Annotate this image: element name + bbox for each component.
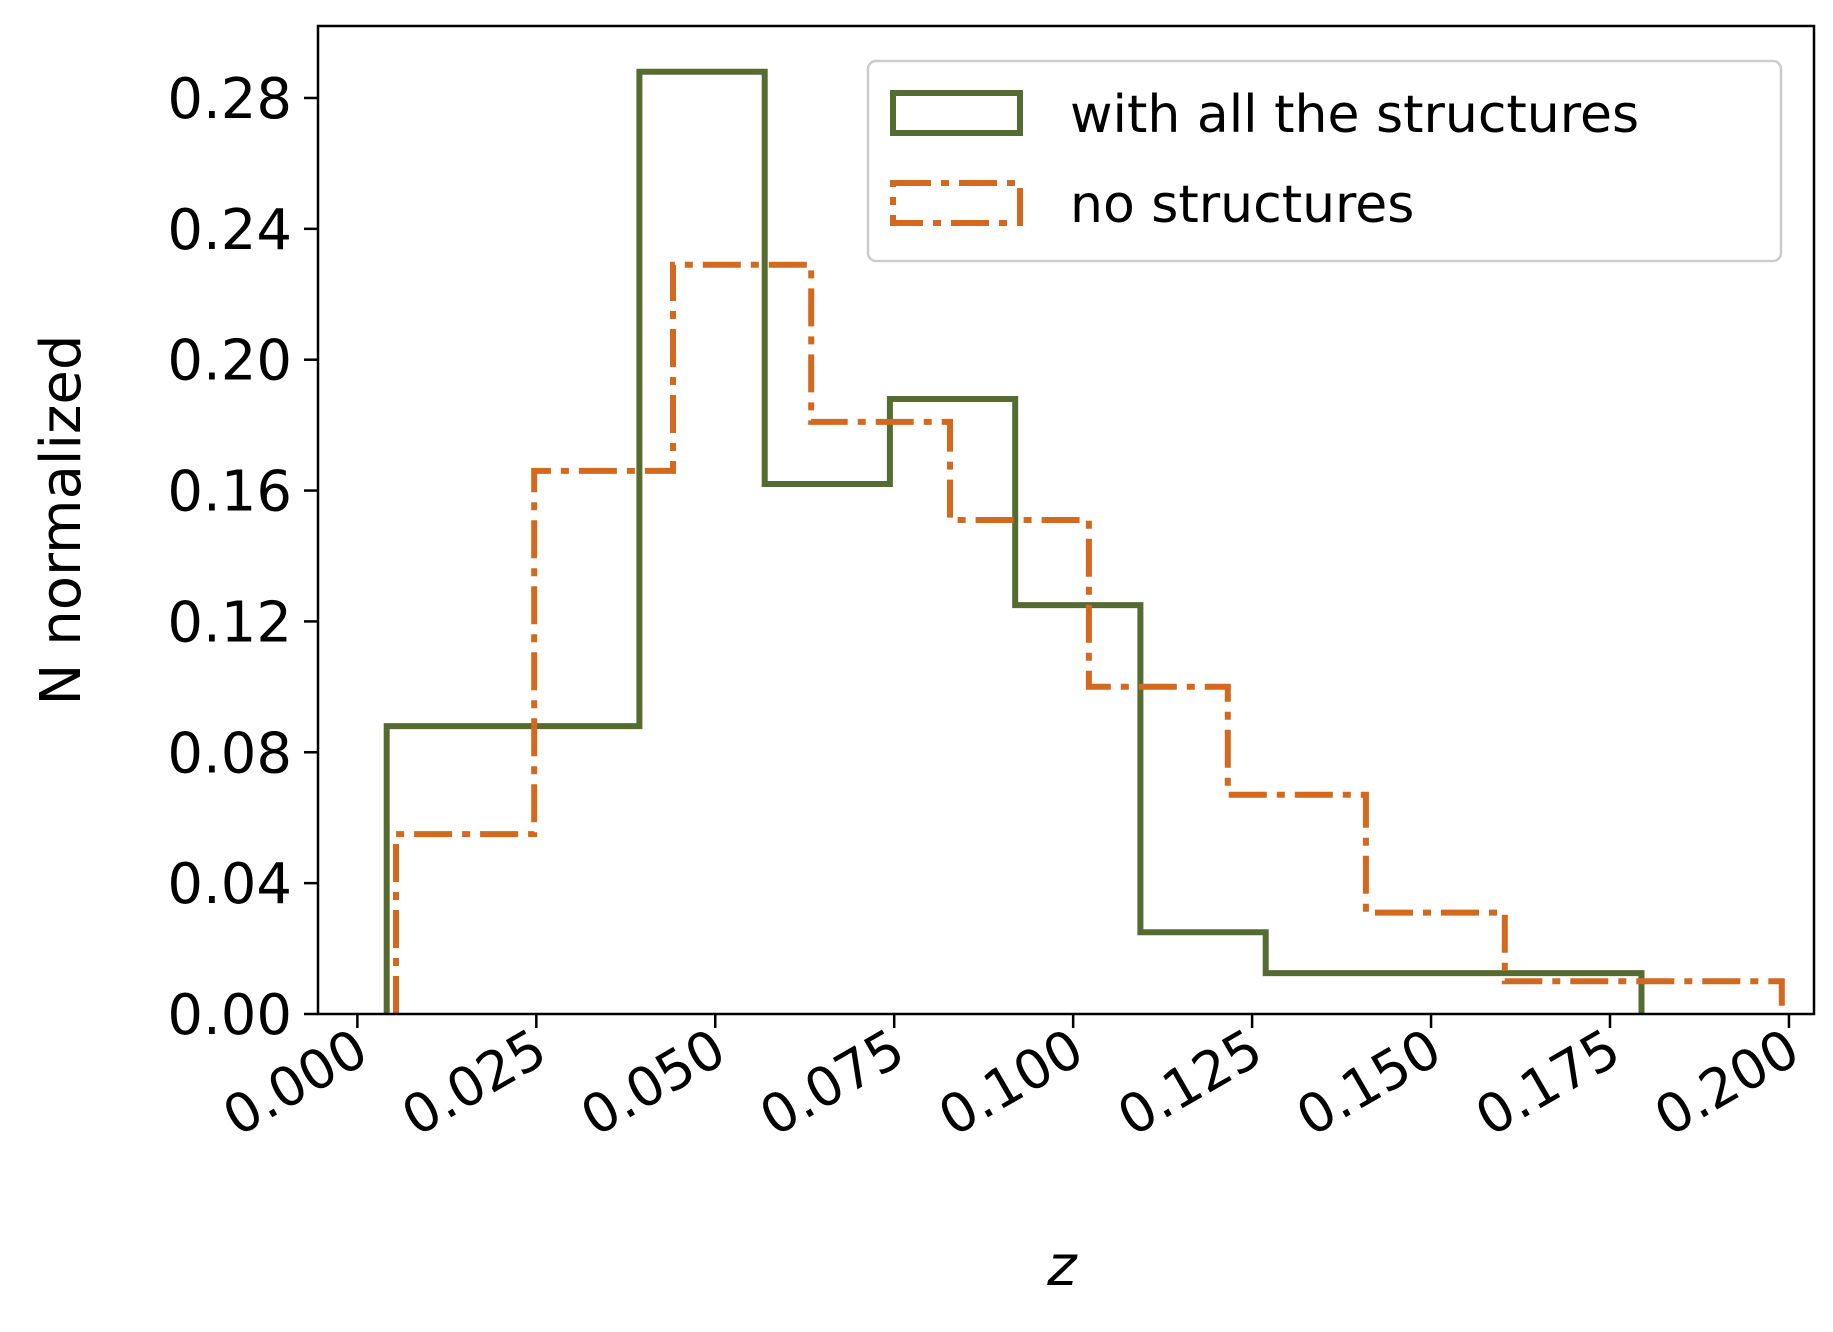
y-axis-ticks: 0.00 0.04 0.08 0.12 0.16 0.20 0.24 0.28 <box>167 67 318 1048</box>
y-tick-label: 0.16 <box>167 460 292 525</box>
y-tick-label: 0.28 <box>167 67 292 132</box>
legend-swatch-no-structures <box>890 180 1023 226</box>
y-tick-label: 0.20 <box>167 329 292 394</box>
series-layer <box>383 68 1785 1014</box>
legend-label-no-structures: no structures <box>1070 175 1414 235</box>
y-tick-label: 0.12 <box>167 590 292 655</box>
series-line-with-all-the-structures <box>383 68 1645 1014</box>
y-tick-label: 0.24 <box>167 198 292 263</box>
legend-box <box>866 59 1783 263</box>
y-tick-label: 0.00 <box>167 983 292 1048</box>
y-axis-label: N normalized <box>29 335 94 706</box>
x-axis-label: z <box>1046 1234 1078 1299</box>
y-tick-label: 0.08 <box>167 721 292 786</box>
legend-label-with-all-the-structures: with all the structures <box>1070 85 1639 145</box>
series-line-no-structures <box>393 261 1785 1014</box>
legend-swatch-with-all-the-structures <box>890 90 1023 136</box>
plot-frame <box>316 24 1816 1016</box>
y-tick-label: 0.04 <box>167 852 292 917</box>
legend: with all the structures no structures <box>866 59 1783 263</box>
